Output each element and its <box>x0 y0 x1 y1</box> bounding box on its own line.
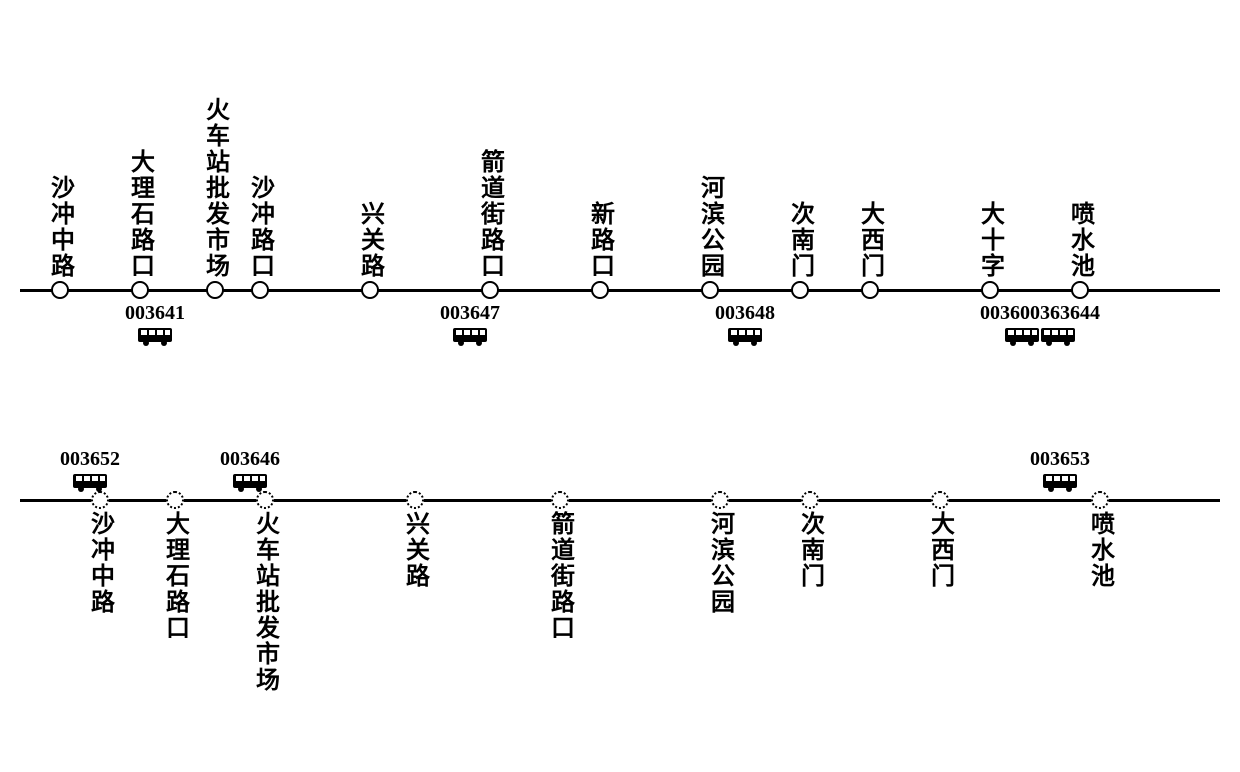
station-marker <box>481 281 499 299</box>
station-label: 箭道街路口 <box>543 511 578 641</box>
station: 箭道街路口 <box>481 281 499 299</box>
bus-icon <box>232 473 268 493</box>
station-label: 火车站批发市场 <box>248 511 283 693</box>
station-label: 次南门 <box>793 511 828 589</box>
station-marker <box>701 281 719 299</box>
station-marker <box>1091 491 1109 509</box>
station: 次南门 <box>791 281 809 299</box>
station-label: 大十字 <box>973 201 1008 279</box>
station: 喷水池 <box>1071 281 1089 299</box>
station-marker <box>861 281 879 299</box>
bus-id: 003647 <box>440 302 500 325</box>
station-marker <box>791 281 809 299</box>
station: 沙冲中路 <box>51 281 69 299</box>
station: 河滨公园 <box>711 491 729 509</box>
station: 兴关路 <box>361 281 379 299</box>
bus-id: 003648 <box>715 302 775 325</box>
station: 喷水池 <box>1091 491 1109 509</box>
bus-id: 003646 <box>220 448 280 471</box>
bus-id: 003652 <box>60 448 120 471</box>
station-label: 沙冲中路 <box>43 175 78 279</box>
bus-icon <box>72 473 108 493</box>
station: 大西门 <box>861 281 879 299</box>
station-marker <box>91 491 109 509</box>
station-label: 河滨公园 <box>703 511 738 615</box>
bus: 003600363644 <box>980 302 1100 347</box>
station-marker <box>131 281 149 299</box>
route-line <box>20 499 1220 502</box>
station-marker <box>166 491 184 509</box>
station-marker <box>251 281 269 299</box>
station: 火车站批发市场 <box>206 281 224 299</box>
station: 大理石路口 <box>166 491 184 509</box>
route-line <box>20 289 1220 292</box>
station-label: 火车站批发市场 <box>198 97 233 279</box>
bus-icon <box>1004 327 1076 347</box>
station: 次南门 <box>801 491 819 509</box>
station-label: 大理石路口 <box>123 149 158 279</box>
station: 火车站批发市场 <box>256 491 274 509</box>
bus-icon <box>1042 473 1078 493</box>
station-label: 河滨公园 <box>693 175 728 279</box>
station-marker <box>406 491 424 509</box>
station-marker <box>551 491 569 509</box>
station: 沙冲中路 <box>91 491 109 509</box>
bus-icon <box>137 327 173 347</box>
bus: 003641 <box>125 302 185 347</box>
bus: 003646 <box>220 448 280 493</box>
bus-id: 003653 <box>1030 448 1090 471</box>
station: 大理石路口 <box>131 281 149 299</box>
station-marker <box>591 281 609 299</box>
station-label: 喷水池 <box>1063 201 1098 279</box>
station-label: 沙冲中路 <box>83 511 118 615</box>
bus: 003653 <box>1030 448 1090 493</box>
station-label: 喷水池 <box>1083 511 1118 589</box>
station-label: 大西门 <box>923 511 958 589</box>
bus-id: 003641 <box>125 302 185 325</box>
bus: 003652 <box>60 448 120 493</box>
bus: 003647 <box>440 302 500 347</box>
station-label: 新路口 <box>583 201 618 279</box>
bus-icon <box>452 327 488 347</box>
station-marker <box>361 281 379 299</box>
station: 新路口 <box>591 281 609 299</box>
station-marker <box>1071 281 1089 299</box>
bus-icon <box>727 327 763 347</box>
station: 沙冲路口 <box>251 281 269 299</box>
station: 大西门 <box>931 491 949 509</box>
station-label: 沙冲路口 <box>243 175 278 279</box>
station-marker <box>801 491 819 509</box>
station: 箭道街路口 <box>551 491 569 509</box>
station-label: 大理石路口 <box>158 511 193 641</box>
station-marker <box>256 491 274 509</box>
station-label: 兴关路 <box>353 201 388 279</box>
station: 兴关路 <box>406 491 424 509</box>
station-label: 大西门 <box>853 201 888 279</box>
station: 河滨公园 <box>701 281 719 299</box>
station-marker <box>206 281 224 299</box>
bus-id: 003600363644 <box>980 302 1100 325</box>
station-label: 箭道街路口 <box>473 149 508 279</box>
station-label: 兴关路 <box>398 511 433 589</box>
station-label: 次南门 <box>783 201 818 279</box>
bus: 003648 <box>715 302 775 347</box>
station-marker <box>981 281 999 299</box>
station-marker <box>711 491 729 509</box>
station-marker <box>51 281 69 299</box>
station-marker <box>931 491 949 509</box>
station: 大十字 <box>981 281 999 299</box>
